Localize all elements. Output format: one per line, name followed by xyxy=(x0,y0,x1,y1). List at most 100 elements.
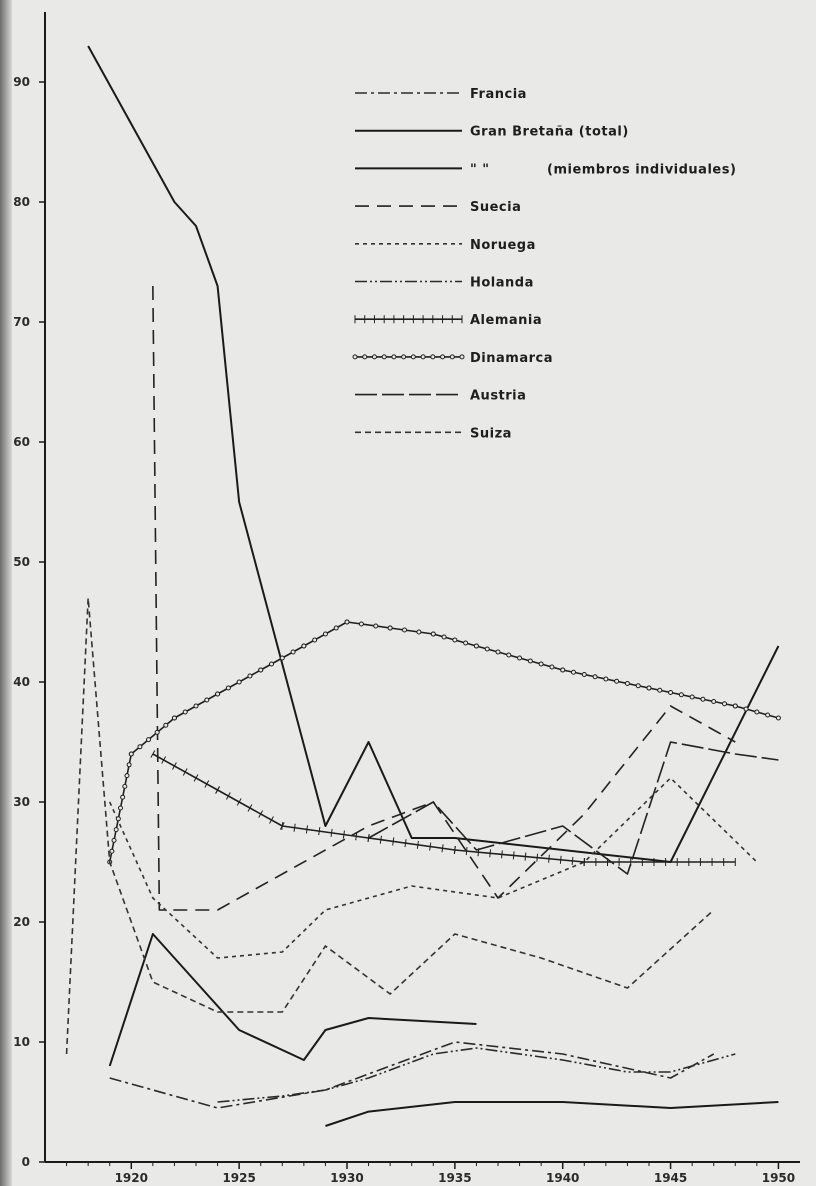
y-tick-label: 60 xyxy=(13,435,30,449)
series-6 xyxy=(150,750,736,867)
y-tick-label: 10 xyxy=(13,1035,30,1049)
legend-label: " " xyxy=(470,162,490,177)
series-tick-mark xyxy=(453,845,456,855)
legend-item: Gran Bretaña (total) xyxy=(355,125,628,140)
series-1 xyxy=(87,45,780,863)
series-marker xyxy=(678,692,684,698)
series-tick-mark xyxy=(225,792,231,800)
series-marker xyxy=(193,703,199,709)
series-marker xyxy=(137,744,143,750)
legend-label: Noruega xyxy=(470,238,536,253)
series-marker xyxy=(373,623,379,629)
series-tick-mark xyxy=(416,840,419,849)
series-tick-mark xyxy=(269,816,274,824)
series-marker xyxy=(581,672,587,677)
series-marker xyxy=(624,681,630,686)
legend-label: Francia xyxy=(470,87,527,102)
legend-label: Holanda xyxy=(470,276,534,291)
x-tick-label: 1950 xyxy=(762,1171,795,1185)
legend-marker xyxy=(391,354,397,360)
series-tick-mark xyxy=(182,768,188,776)
legend-marker xyxy=(362,354,368,360)
series-marker xyxy=(463,640,469,646)
y-tick-label: 0 xyxy=(22,1155,30,1169)
x-tick-label: 1935 xyxy=(438,1171,471,1185)
legend-marker xyxy=(410,354,416,360)
legend-marker xyxy=(381,354,387,360)
series-tick-mark xyxy=(342,830,345,839)
legend-marker xyxy=(440,354,446,360)
legend-label: Alemania xyxy=(470,313,542,328)
legend-item: Holanda xyxy=(355,276,534,291)
legend-marker xyxy=(401,354,407,360)
series-marker xyxy=(430,631,436,637)
series-tick-mark xyxy=(392,837,395,846)
series-tick-mark xyxy=(318,827,321,836)
series-marker xyxy=(765,712,771,718)
y-tick-label: 80 xyxy=(13,195,30,209)
legend-label: Suecia xyxy=(470,200,521,215)
series-7 xyxy=(107,619,781,865)
series-marker xyxy=(258,667,264,673)
legend-item: " " (miembros individuales) xyxy=(355,162,736,177)
series-tick-mark xyxy=(512,851,515,860)
series-marker xyxy=(236,679,242,685)
series-marker xyxy=(171,715,177,721)
series-marker xyxy=(269,661,274,667)
series-marker xyxy=(441,634,447,640)
scanned-page-edge xyxy=(0,0,12,1186)
series-marker xyxy=(775,715,781,721)
series-marker xyxy=(333,625,339,631)
series-marker xyxy=(118,805,123,811)
y-tick-label: 30 xyxy=(13,795,30,809)
series-marker xyxy=(495,649,501,655)
series-marker xyxy=(154,729,160,735)
series-marker xyxy=(111,837,117,843)
series-tick-mark xyxy=(150,750,156,758)
series-marker xyxy=(290,649,296,655)
x-tick-label: 1945 xyxy=(654,1171,687,1185)
series-marker xyxy=(109,848,115,854)
series-8 xyxy=(368,741,779,875)
series-marker xyxy=(402,627,408,633)
legend-item: Suecia xyxy=(355,200,521,215)
legend-label: Suiza xyxy=(470,426,512,441)
series-marker xyxy=(700,696,706,702)
series-tick-mark xyxy=(258,810,264,818)
series-marker xyxy=(538,661,544,667)
series-tick-mark xyxy=(293,823,296,832)
y-tick-label: 90 xyxy=(13,75,30,89)
legend-item: Austria xyxy=(355,389,526,404)
series-line xyxy=(109,1041,715,1109)
series-3 xyxy=(152,285,736,911)
series-tick-mark xyxy=(404,839,407,848)
legend-item: Alemania xyxy=(354,313,542,328)
series-marker xyxy=(279,655,285,661)
legend-marker xyxy=(352,354,358,360)
series-tick-mark xyxy=(330,828,333,837)
series-marker xyxy=(754,709,760,715)
series-marker xyxy=(128,751,134,757)
legend-marker xyxy=(420,354,426,360)
series-tick-mark xyxy=(367,833,370,843)
y-tick-label: 20 xyxy=(13,915,30,929)
series-marker xyxy=(204,697,210,703)
series-line xyxy=(152,285,736,911)
series-marker xyxy=(247,673,253,679)
series-tick-mark xyxy=(536,853,539,862)
series-line xyxy=(325,1101,779,1127)
series-marker xyxy=(146,737,152,743)
series-line xyxy=(217,1047,736,1103)
series-tick-mark xyxy=(548,854,550,863)
series-9 xyxy=(65,597,715,1055)
series-tick-mark xyxy=(172,762,177,770)
series-marker xyxy=(358,621,364,627)
series-2 xyxy=(108,933,477,1067)
series-4 xyxy=(108,777,758,959)
series-marker xyxy=(614,678,620,684)
series-line xyxy=(108,933,477,1067)
series-marker xyxy=(484,646,490,652)
series-marker xyxy=(603,676,609,682)
legend-label: Austria xyxy=(470,389,526,404)
